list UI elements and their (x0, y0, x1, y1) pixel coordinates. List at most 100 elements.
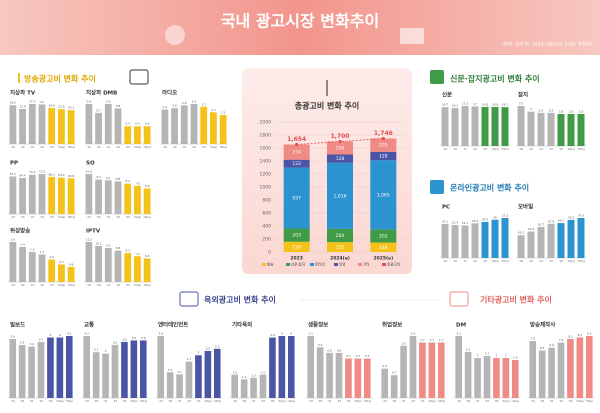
bar (419, 342, 426, 398)
bar (213, 348, 221, 398)
bar (134, 256, 141, 282)
x-tick-label: '20 (453, 259, 457, 263)
y-tick-label: 2000 (260, 120, 272, 126)
value-label: 0.7 (392, 371, 397, 375)
value-label: 1.7 (430, 338, 435, 342)
value-label: 3.4 (29, 342, 34, 346)
value-label: 1.6 (11, 238, 16, 242)
x-tick-label: '21 (182, 145, 186, 149)
bar (363, 358, 371, 398)
bar (95, 245, 102, 282)
x-tick-label: '24(e) (134, 145, 142, 149)
x-tick-label: 2025(e) (373, 256, 393, 262)
x-tick-label: '23 (346, 399, 350, 403)
value-label: 66.3 (49, 172, 55, 176)
value-label: 79.3 (578, 214, 584, 218)
value-label: 3 (105, 349, 107, 353)
x-tick-label: '22 (116, 145, 120, 149)
section-title: 옥외광고비 변화 추이 (204, 295, 276, 305)
bar (67, 267, 75, 282)
bar (85, 174, 93, 214)
x-tick-label: '22 (411, 399, 415, 403)
bar (67, 178, 75, 214)
bar (461, 225, 469, 258)
legend-swatch (262, 263, 266, 266)
x-tick-label: '23 (483, 259, 487, 263)
value-label: 27 (40, 100, 44, 104)
value-label: 16.7 (442, 103, 448, 107)
segment-label: 937 (292, 196, 301, 202)
value-label: 2.6 (172, 104, 177, 108)
bar (83, 336, 91, 398)
bar (527, 231, 535, 258)
value-label: 3.9 (141, 336, 146, 340)
bar (441, 107, 449, 146)
bar (104, 180, 112, 214)
bar (85, 104, 93, 144)
segment-label: 152 (336, 245, 345, 251)
bar (143, 126, 151, 144)
bar (161, 109, 169, 144)
bar (400, 345, 407, 398)
x-tick-label: '24(e) (567, 259, 575, 263)
x-tick-label: '22 (485, 399, 489, 403)
x-tick-label: '24(e) (491, 147, 499, 151)
bar (190, 104, 198, 144)
x-tick-label: '25(e) (363, 399, 371, 403)
mini-title: 모바일 (518, 203, 533, 211)
x-tick-label: '24(e) (56, 399, 64, 403)
bar (114, 250, 122, 282)
page-subtitle: (단위: 십억 원, 2024~2025년 수치는 추정치) (502, 41, 592, 48)
x-tick-label: '19 (87, 145, 91, 149)
value-label: 1.2 (242, 375, 247, 379)
bar-segment (283, 167, 310, 229)
bar (577, 218, 585, 258)
x-tick-label: '25(e) (139, 399, 147, 403)
x-tick-label: '21 (539, 147, 543, 151)
bar (121, 341, 128, 398)
value-label: 16.3 (452, 104, 458, 108)
value-label: 1.7 (420, 338, 425, 342)
x-tick-label: '22 (116, 215, 120, 219)
legend-swatch (358, 263, 362, 266)
x-tick-label: '22 (187, 399, 191, 403)
value-label: 2.9 (158, 332, 163, 336)
x-tick-label: '19 (531, 399, 535, 403)
bar (567, 114, 575, 146)
x-tick-label: '24(e) (278, 399, 286, 403)
bar (250, 377, 257, 398)
bar (287, 336, 295, 398)
value-label: 9.5 (106, 244, 111, 248)
x-tick-label: '23 (202, 145, 206, 149)
x-tick-label: '22 (549, 259, 553, 263)
x-tick-label: '23 (559, 147, 563, 151)
mini-title: PP (10, 161, 18, 167)
x-tick-label: '24(e) (491, 259, 499, 263)
x-tick-label: '21 (539, 259, 543, 263)
bar-segment (327, 154, 353, 163)
value-label: 67.1 (10, 172, 16, 176)
x-tick-label: '21 (463, 147, 467, 151)
section-title: 신문·잡지광고비 변화 추이 (450, 74, 540, 84)
x-tick-label: '23 (126, 215, 130, 219)
x-tick-label: '19 (87, 283, 91, 287)
value-label: 2.9 (192, 100, 197, 104)
segment-label: 1,016 (334, 193, 347, 199)
bar-segment (327, 141, 353, 155)
segment-label: 128 (379, 153, 388, 159)
value-label: 69.2 (558, 219, 564, 223)
value-label: 2 (477, 354, 479, 358)
bar (527, 111, 535, 146)
x-tick-label: '22 (40, 145, 44, 149)
value-label: 0.8 (327, 348, 332, 352)
bar (200, 106, 208, 144)
y-tick-label: 1400 (260, 159, 272, 165)
bar (493, 358, 500, 398)
bar (269, 337, 276, 398)
value-label: 2.8 (569, 110, 574, 114)
x-tick-label: '25(e) (501, 259, 509, 263)
mini-title: SO (86, 161, 95, 167)
value-label: 2.8 (579, 110, 584, 114)
value-label: 45.2 (518, 231, 524, 235)
